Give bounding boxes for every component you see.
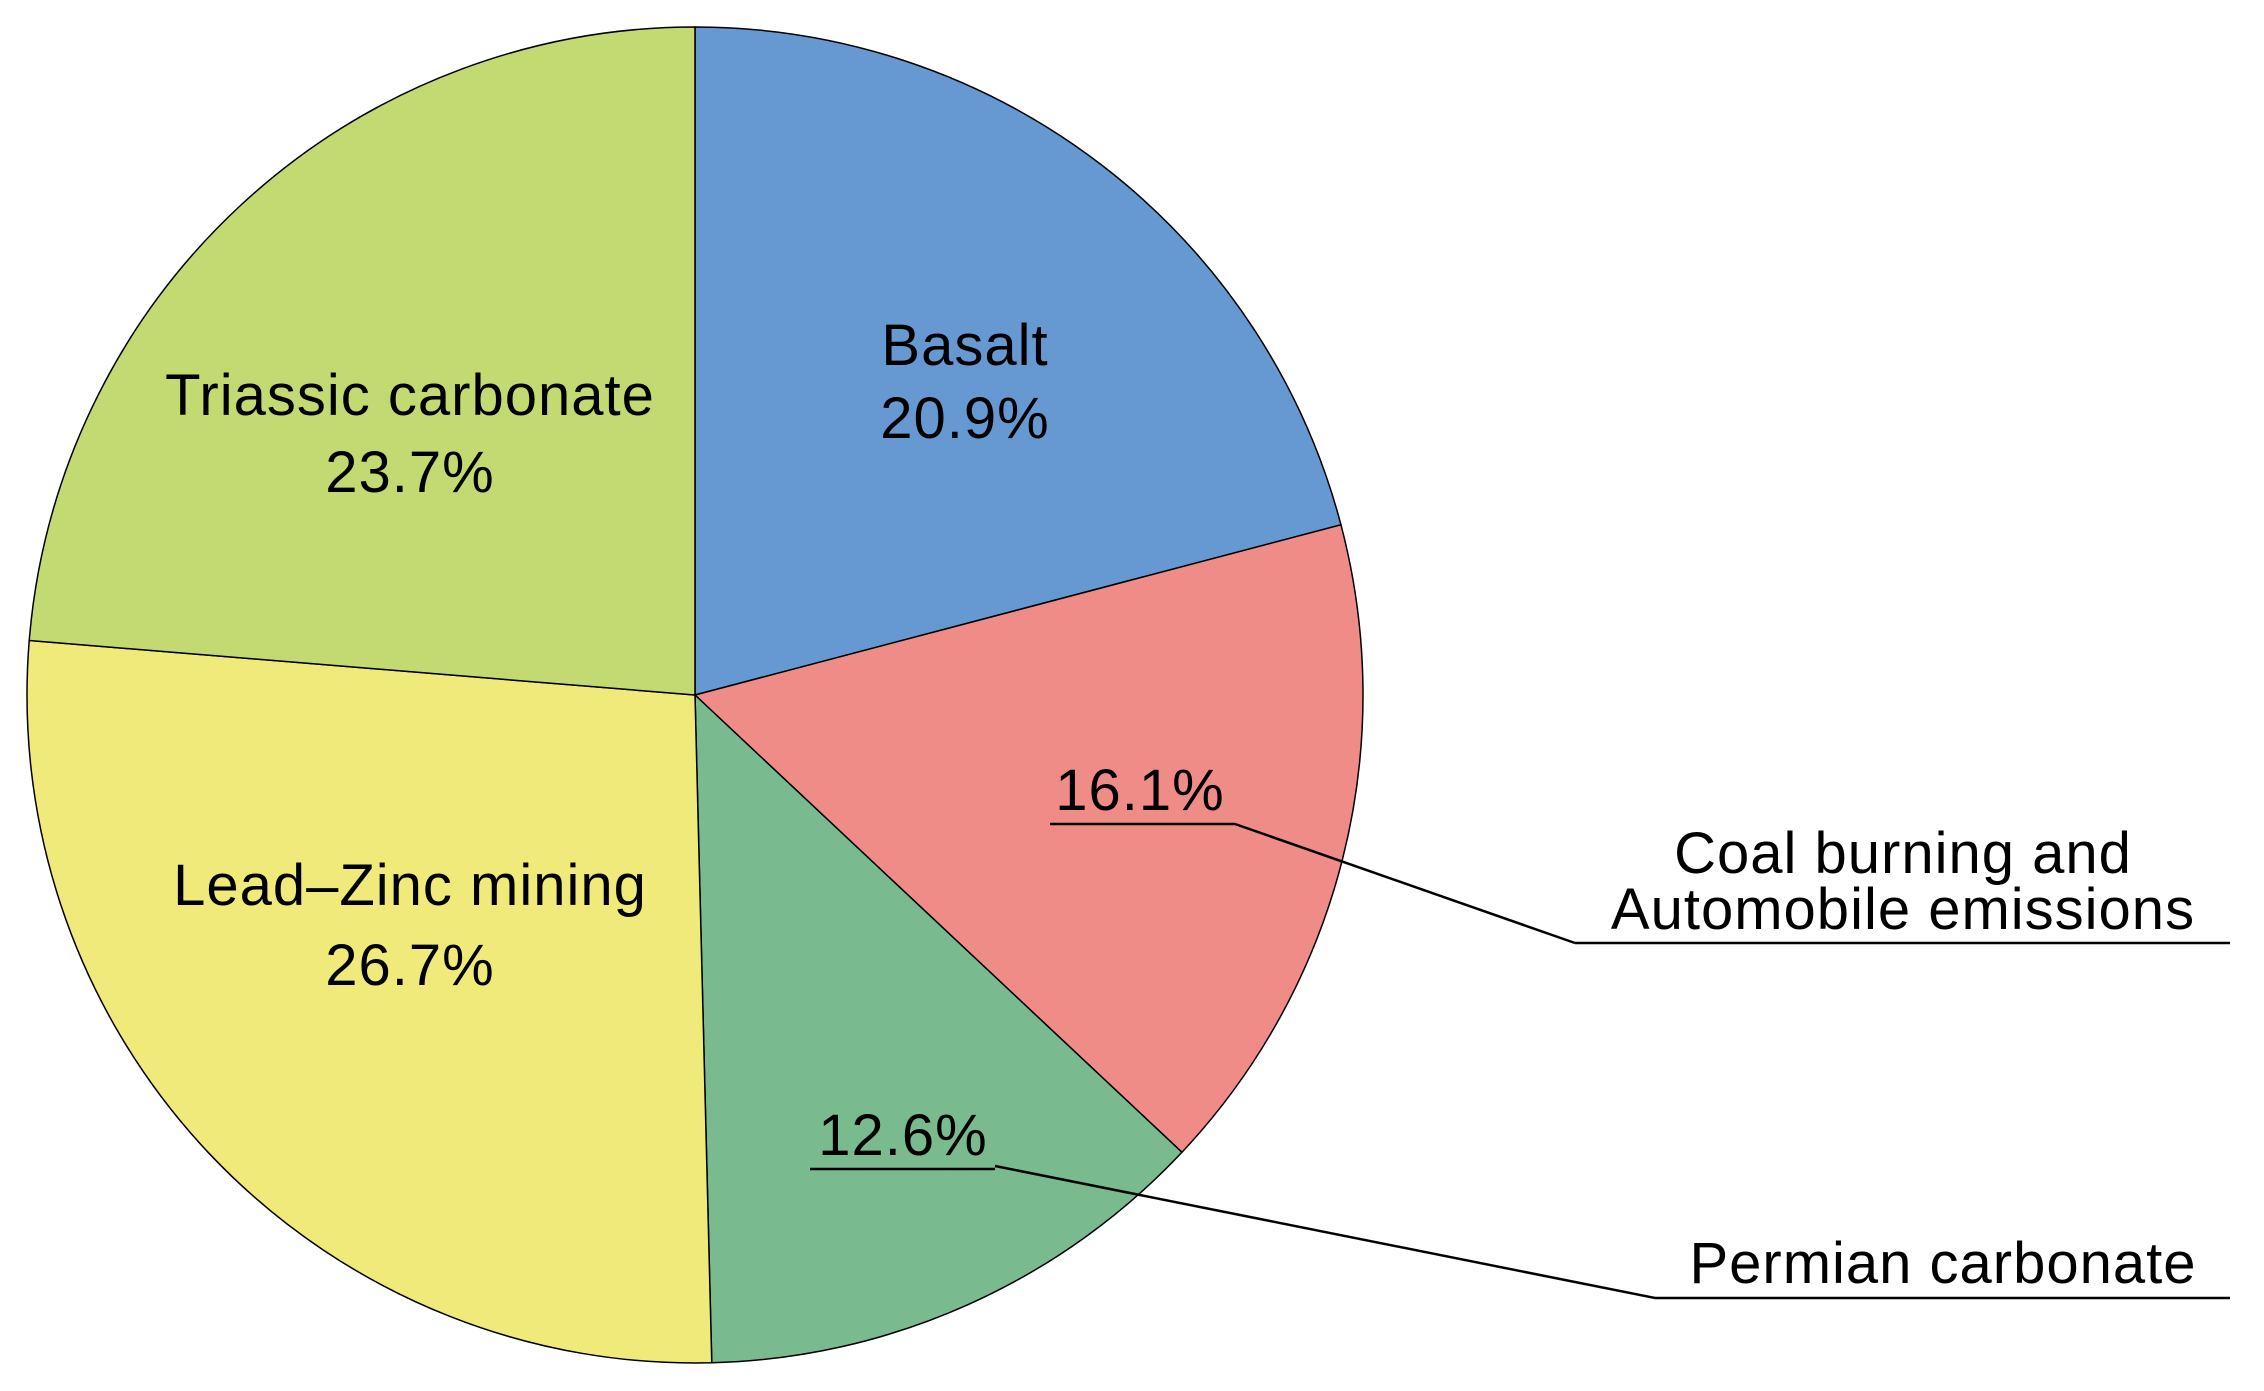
callout-label-coal-burning-and-automobile-emissions-line-1: Coal burning and <box>1674 821 2132 886</box>
slice-label-lead-zinc-mining: Lead–Zinc mining <box>173 853 647 918</box>
slice-value-lead-zinc-mining: 26.7% <box>325 933 494 998</box>
slice-value-coal-burning-and-automobile-emissions: 16.1% <box>1055 758 1224 823</box>
slice-basalt <box>694 26 1342 696</box>
callout-label-coal-burning-and-automobile-emissions-line-2: Automobile emissions <box>1611 877 2195 942</box>
slice-value-basalt: 20.9% <box>880 386 1049 451</box>
leader-line-permian-carbonate <box>994 1164 1656 1300</box>
slice-value-triassic-carbonate: 23.7% <box>325 440 494 505</box>
pie-slices <box>26 26 1364 1364</box>
slice-triassic-carbonate <box>28 26 696 696</box>
leader-line-coal-burning-and-automobile-emissions <box>1234 822 1576 945</box>
slice-label-basalt: Basalt <box>881 313 1048 378</box>
callout-label-permian-carbonate-line-1: Permian carbonate <box>1689 1231 2196 1296</box>
slice-labels: Basalt 20.9% 16.1% Coal burning andAutomobi… <box>165 313 2196 1296</box>
callout-leaders <box>810 822 2230 1300</box>
slice-coal-burning-and-automobile-emissions <box>693 523 1364 1154</box>
slice-label-triassic-carbonate: Triassic carbonate <box>165 363 655 428</box>
slice-lead-zinc-mining <box>26 639 713 1364</box>
slice-value-permian-carbonate: 12.6% <box>818 1103 987 1168</box>
